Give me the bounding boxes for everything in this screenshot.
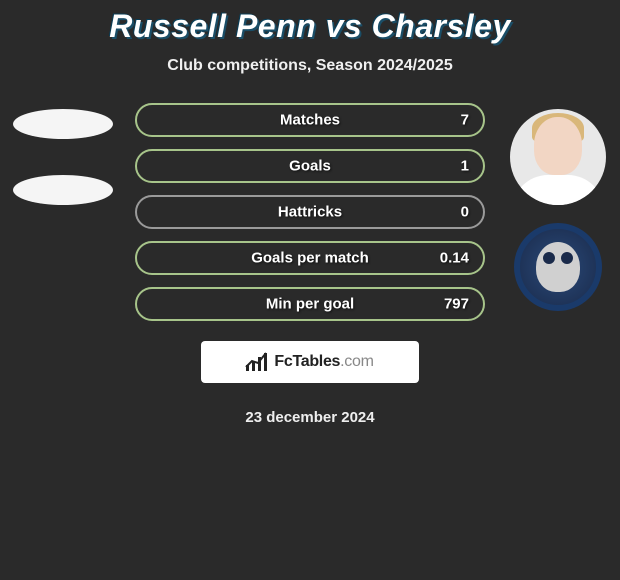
left-player-column (8, 109, 117, 205)
left-club-badge-placeholder (13, 175, 113, 205)
comparison-row: Matches 7 Goals 1 Hattricks 0 Goals per match 0… (0, 103, 620, 426)
stat-label: Goals per match (251, 250, 369, 267)
watermark: FcTables.com (201, 341, 419, 383)
wm-suffix: .com (340, 353, 373, 370)
page-title: Russell Penn vs Charsley (0, 8, 620, 45)
stat-row: Hattricks 0 (135, 195, 485, 229)
stat-right-value: 797 (444, 296, 469, 313)
wm-prefix: Fc (274, 353, 292, 370)
subtitle: Club competitions, Season 2024/2025 (0, 57, 620, 75)
left-player-photo-placeholder (13, 109, 113, 139)
stat-row: Min per goal 797 (135, 287, 485, 321)
stat-label: Goals (289, 158, 331, 175)
owl-icon (536, 242, 580, 292)
stat-label: Matches (280, 112, 340, 129)
stat-label: Min per goal (266, 296, 354, 313)
player-shoulders (512, 175, 604, 205)
stat-row: Matches 7 (135, 103, 485, 137)
stat-right-value: 7 (461, 112, 469, 129)
wm-trend-line-icon (244, 351, 270, 373)
stats-column: Matches 7 Goals 1 Hattricks 0 Goals per match 0… (135, 103, 485, 426)
player-head (534, 117, 582, 175)
bar-chart-icon (246, 353, 268, 371)
right-player-photo (510, 109, 606, 205)
stat-right-value: 0 (461, 204, 469, 221)
footer-date: 23 december 2024 (245, 409, 374, 426)
right-player-column (503, 109, 612, 311)
stat-right-value: 0.14 (440, 250, 469, 267)
comparison-widget: Russell Penn vs Charsley Club competitio… (0, 0, 620, 426)
right-club-badge (514, 223, 602, 311)
watermark-text: FcTables.com (274, 353, 373, 371)
stat-label: Hattricks (278, 204, 342, 221)
stat-right-value: 1 (461, 158, 469, 175)
wm-main: Tables (292, 353, 340, 370)
stat-row: Goals 1 (135, 149, 485, 183)
stat-row: Goals per match 0.14 (135, 241, 485, 275)
